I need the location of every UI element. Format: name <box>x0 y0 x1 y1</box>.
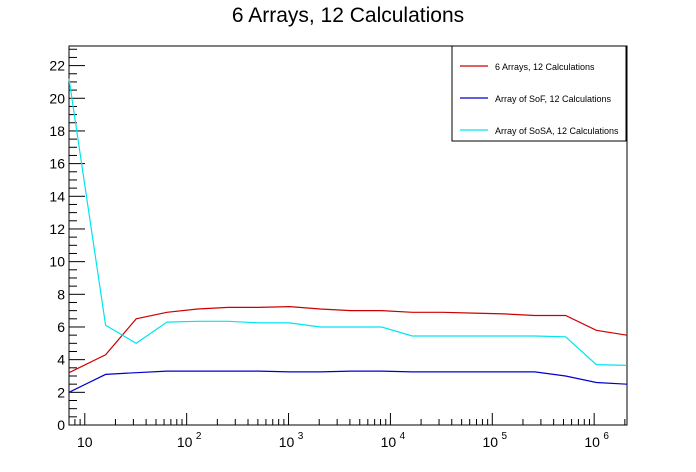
x-tick-label: 10 <box>381 434 397 450</box>
y-tick-label: 12 <box>49 221 65 237</box>
legend-box <box>451 45 627 142</box>
y-tick-label: 10 <box>49 254 65 270</box>
series-line-1 <box>68 305 627 374</box>
y-tick-label: 20 <box>49 90 65 106</box>
y-tick-label: 22 <box>49 58 65 74</box>
y-tick-label: 18 <box>49 123 65 139</box>
legend: 6 Arrays, 12 Calculations Array of SoF, 1… <box>451 45 627 142</box>
chart-title: 6 Arrays, 12 Calculations <box>231 4 465 27</box>
x-tick-label: 10 <box>77 434 93 450</box>
legend-entry-1: 6 Arrays, 12 Calculations <box>495 62 595 72</box>
y-tick-label: 2 <box>57 384 65 400</box>
x-tick-label: 10 <box>279 434 295 450</box>
series-lines <box>68 78 627 393</box>
legend-entry-2: Array of SoF, 12 Calculations <box>495 94 612 104</box>
y-tick-label: 8 <box>57 286 65 302</box>
plot-frame <box>68 45 628 426</box>
y-tick-label: 14 <box>49 188 65 204</box>
x-tick-label: 10 <box>483 434 499 450</box>
x-tick-exponent: 6 <box>603 431 609 442</box>
legend-entry-3: Array of SoSA, 12 Calculations <box>495 126 619 136</box>
series-line-2 <box>68 370 627 393</box>
x-tick-label: 10 <box>584 434 600 450</box>
y-tick-label: 4 <box>57 352 65 368</box>
y-tick-label: 6 <box>57 319 65 335</box>
y-tick-label: 16 <box>49 156 65 172</box>
x-tick-label: 10 <box>177 434 193 450</box>
y-tick-label: 0 <box>57 417 65 433</box>
x-tick-exponent: 2 <box>196 431 202 442</box>
x-tick-exponent: 3 <box>298 431 304 442</box>
x-tick-exponent: 4 <box>400 431 406 442</box>
x-tick-exponent: 5 <box>502 431 508 442</box>
series-line-3 <box>68 78 627 366</box>
